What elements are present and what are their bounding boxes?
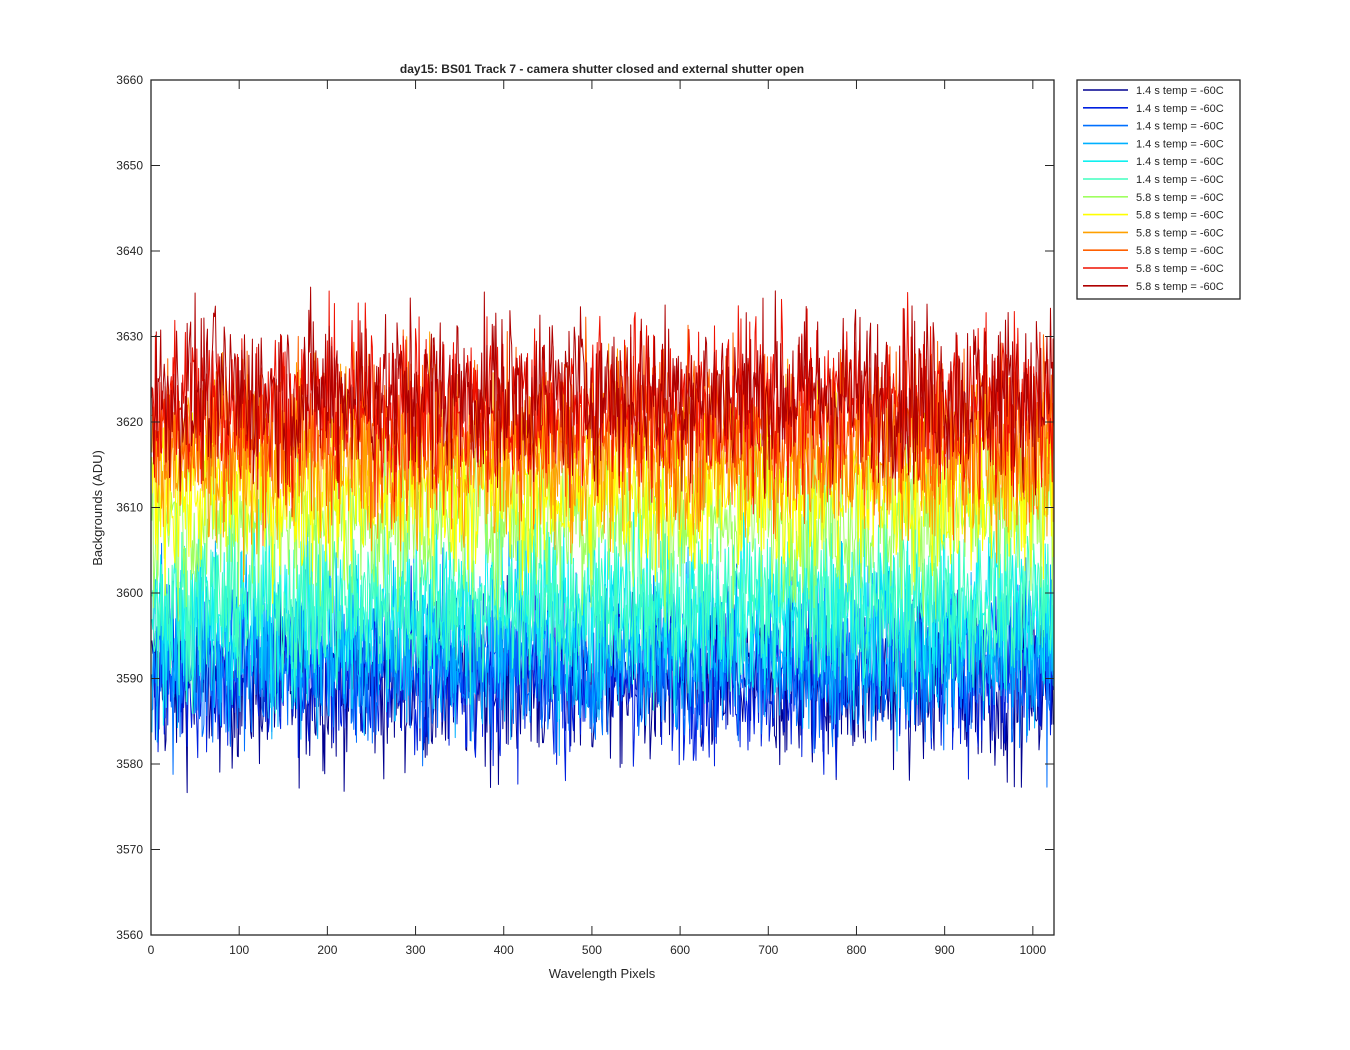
legend-label: 5.8 s temp = -60C bbox=[1136, 210, 1224, 222]
legend-label: 1.4 s temp = -60C bbox=[1136, 174, 1224, 186]
x-tick-label: 1000 bbox=[1019, 943, 1046, 957]
x-tick-label: 500 bbox=[582, 943, 602, 957]
x-tick-label: 600 bbox=[670, 943, 690, 957]
y-axis: 3560 3570 3580 3590 3600 3610 3620 3630 3640 3650… bbox=[116, 73, 1054, 942]
y-tick-label: 3560 bbox=[116, 928, 143, 942]
series-line bbox=[151, 286, 1055, 499]
legend-label: 5.8 s temp = -60C bbox=[1136, 227, 1224, 239]
y-tick-label: 3630 bbox=[116, 330, 143, 344]
x-tick-label: 0 bbox=[148, 943, 155, 957]
y-tick-label: 3660 bbox=[116, 73, 143, 87]
legend-label: 5.8 s temp = -60C bbox=[1136, 192, 1224, 204]
legend-label: 1.4 s temp = -60C bbox=[1136, 121, 1224, 133]
legend-box bbox=[1076, 79, 1241, 300]
series-line bbox=[151, 487, 1055, 714]
y-tick-label: 3620 bbox=[116, 415, 143, 429]
legend-label: 1.4 s temp = -60C bbox=[1136, 103, 1224, 115]
y-tick-label: 3600 bbox=[116, 586, 143, 600]
x-axis-label: Wavelength Pixels bbox=[549, 966, 656, 981]
y-tick-label: 3650 bbox=[116, 159, 143, 173]
x-tick-label: 900 bbox=[935, 943, 955, 957]
legend-label: 5.8 s temp = -60C bbox=[1136, 281, 1224, 293]
series-line bbox=[151, 496, 1055, 726]
legend-label: 5.8 s temp = -60C bbox=[1136, 263, 1224, 275]
x-tick-label: 800 bbox=[846, 943, 866, 957]
legend-label: 1.4 s temp = -60C bbox=[1136, 85, 1224, 97]
x-tick-label: 300 bbox=[406, 943, 426, 957]
y-tick-label: 3580 bbox=[116, 757, 143, 771]
legend[interactable]: 1.4 s temp = -60C 1.4 s temp = -60C 1.4 s … bbox=[1076, 79, 1241, 300]
x-axis: 0 100 200 300 400 500 600 700 800 900 1000 bbox=[148, 80, 1047, 957]
y-tick-label: 3570 bbox=[116, 843, 143, 857]
y-tick-label: 3590 bbox=[116, 672, 143, 686]
chart-title: day15: BS01 Track 7 - camera shutter clo… bbox=[400, 62, 804, 76]
y-tick-label: 3640 bbox=[116, 244, 143, 258]
x-tick-label: 400 bbox=[494, 943, 514, 957]
y-axis-label: Backgrounds (ADU) bbox=[90, 450, 105, 566]
x-tick-label: 700 bbox=[758, 943, 778, 957]
legend-label: 1.4 s temp = -60C bbox=[1136, 156, 1224, 168]
x-tick-label: 200 bbox=[317, 943, 337, 957]
x-tick-label: 100 bbox=[229, 943, 249, 957]
legend-label: 1.4 s temp = -60C bbox=[1136, 138, 1224, 150]
plot-lines bbox=[151, 286, 1055, 794]
series-line bbox=[151, 371, 1055, 604]
y-tick-label: 3610 bbox=[116, 501, 143, 515]
legend-label: 5.8 s temp = -60C bbox=[1136, 245, 1224, 257]
